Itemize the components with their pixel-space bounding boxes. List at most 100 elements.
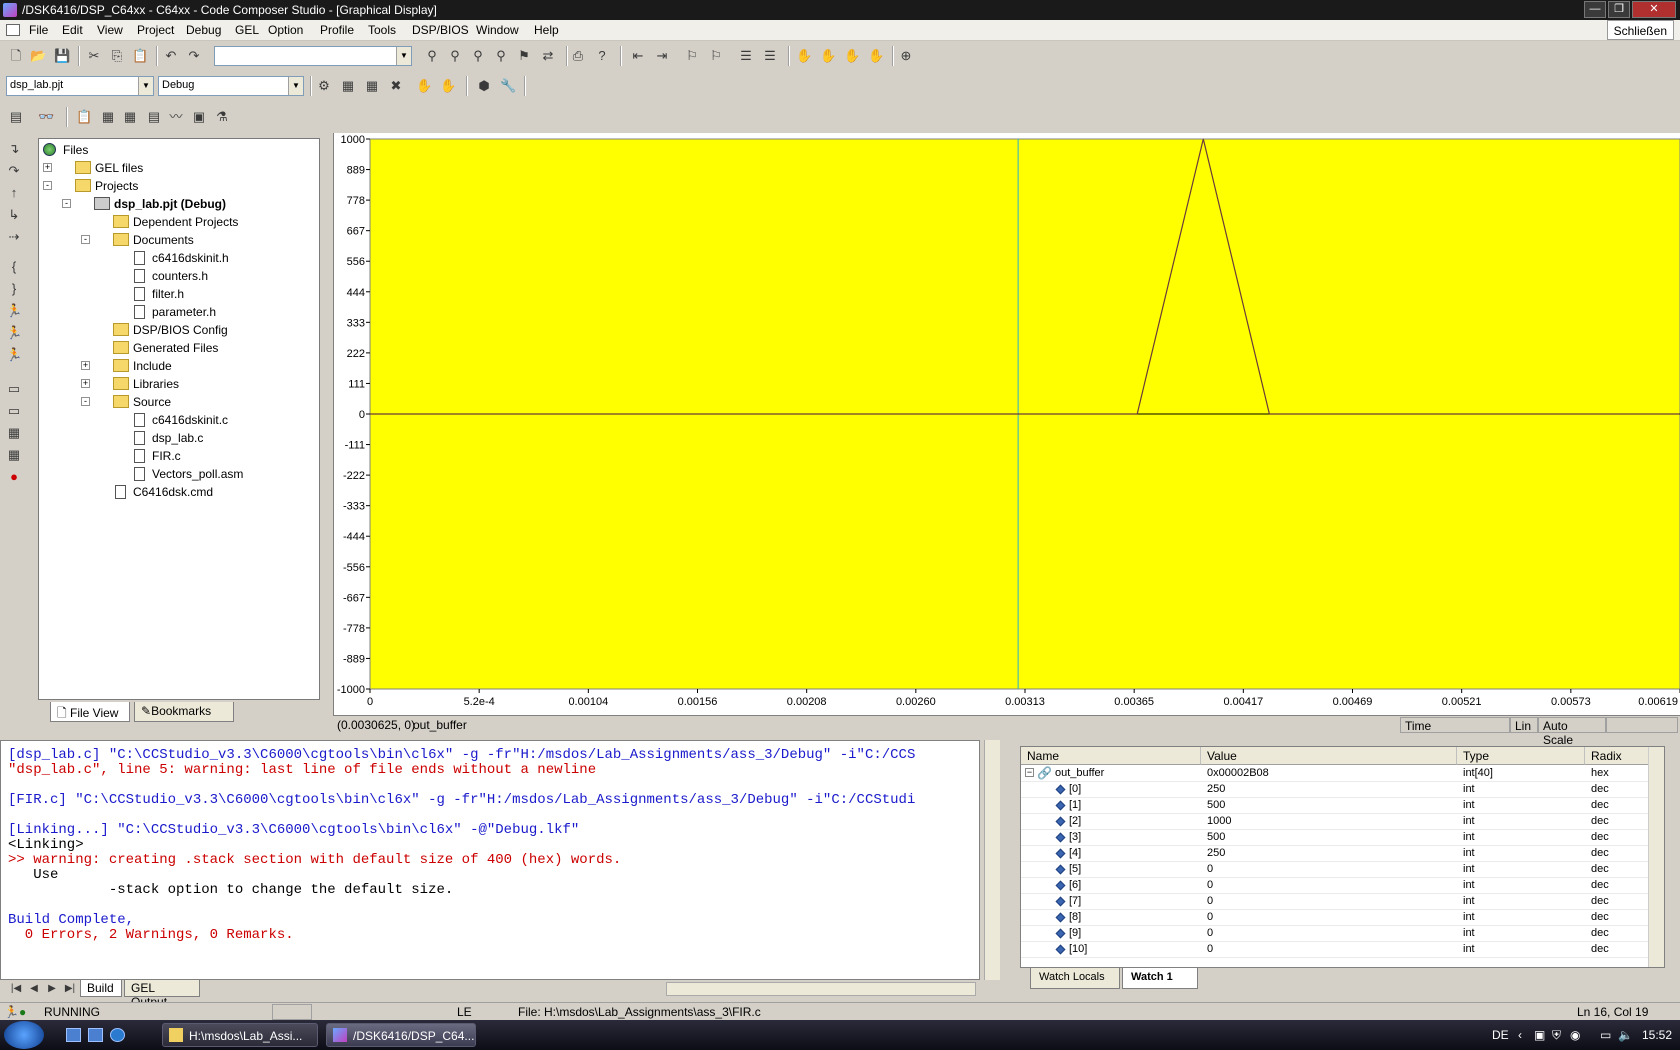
project-combo[interactable]: dsp_lab.pjt ▼ [6, 76, 154, 96]
menu-help[interactable]: Help [534, 23, 559, 37]
next-tab-icon[interactable]: ▶ [48, 983, 56, 994]
tab-watch-locals[interactable]: Watch Locals [1030, 968, 1120, 989]
step-into-icon[interactable]: ↴ [8, 141, 20, 156]
menu-gel[interactable]: GEL [235, 23, 260, 37]
disassembly-icon[interactable]: ▤ [147, 109, 161, 124]
graph-canvas[interactable]: 1000 889 778 667 556 444 333 222 111 0 -111 -222 -33… [334, 133, 1680, 715]
language-indicator[interactable]: DE [1492, 1028, 1509, 1042]
switch-windows-icon[interactable] [88, 1028, 103, 1042]
image-icon[interactable]: ▣ [192, 109, 206, 124]
build-output[interactable]: [dsp_lab.c] "C:\CCStudio_v3.3\C6000\cgto… [0, 740, 980, 980]
menu-debug[interactable]: Debug [186, 23, 222, 37]
remove-all-breakpoints-icon[interactable]: ✋ [440, 78, 457, 93]
watch-value[interactable]: 0x00002B08 [1207, 767, 1269, 779]
halt-icon[interactable]: ✋ [416, 78, 433, 93]
watch-row[interactable]: − 🔗 out_buffer 0x00002B08 int[40] hex [1021, 766, 1649, 782]
memory-icon[interactable]: ▦ [101, 109, 115, 124]
tray-display-icon[interactable]: ▭ [1600, 1028, 1612, 1042]
watch-radix[interactable]: dec [1591, 815, 1609, 827]
minimize-icon[interactable]: — [1584, 1, 1606, 18]
menu-dspbios[interactable]: DSP/BIOS [412, 23, 469, 37]
close-icon[interactable]: ✕ [1632, 1, 1676, 18]
print-icon[interactable]: ⎙ [572, 48, 584, 63]
column-header-value[interactable]: Value [1201, 747, 1457, 765]
menu-file[interactable]: File [29, 23, 49, 37]
configuration-combo[interactable]: Debug ▼ [158, 76, 304, 96]
replace-icon[interactable]: ⇄ [542, 48, 554, 63]
watch-radix[interactable]: hex [1591, 767, 1609, 779]
profile-icon[interactable]: ⬢ [478, 78, 490, 93]
tray-network-icon[interactable]: ▣ [1534, 1028, 1546, 1042]
restore-icon[interactable]: ❐ [1608, 1, 1630, 18]
menu-window[interactable]: Window [476, 23, 519, 37]
watch-row[interactable]: [8] 0 int dec [1021, 910, 1649, 926]
find-in-files-icon[interactable]: ⚲ [496, 48, 506, 63]
step-over-icon[interactable]: ↷ [8, 163, 20, 178]
watch-radix[interactable]: dec [1591, 895, 1609, 907]
watch-radix[interactable]: dec [1591, 847, 1609, 859]
watch-value[interactable]: 500 [1207, 799, 1226, 811]
watch-row[interactable]: [3] 500 int dec [1021, 830, 1649, 846]
watch-radix[interactable]: dec [1591, 831, 1609, 843]
help-icon[interactable]: ? [598, 48, 606, 63]
menu-profile[interactable]: Profile [320, 23, 355, 37]
watch-row[interactable]: [0] 250 int dec [1021, 782, 1649, 798]
tab-build[interactable]: Build [80, 980, 122, 997]
graph-icon[interactable]: 〰 [169, 109, 183, 124]
watch-window-icon[interactable]: 👓 [38, 109, 55, 124]
menu-view[interactable]: View [97, 23, 123, 37]
collapse-icon[interactable]: - [81, 397, 90, 406]
watch-row[interactable]: [1] 500 int dec [1021, 798, 1649, 814]
remove-breakpoint-icon[interactable]: ✋ [820, 48, 837, 63]
watch-row[interactable]: [6] 0 int dec [1021, 878, 1649, 894]
watch-radix[interactable]: dec [1591, 783, 1609, 795]
copy-icon[interactable]: ⎘ [111, 48, 123, 63]
watch-value[interactable]: 250 [1207, 783, 1226, 795]
collapse-icon[interactable]: − [1025, 767, 1034, 777]
align-left-icon[interactable]: ☰ [740, 48, 752, 63]
column-header-radix[interactable]: Radix [1585, 747, 1649, 765]
register-window-icon[interactable]: ▤ [9, 109, 23, 124]
expand-icon[interactable]: + [81, 378, 90, 388]
collapse-icon[interactable]: - [81, 235, 90, 244]
outdent-icon[interactable]: ⇥ [656, 48, 668, 63]
prev-tab-icon[interactable]: ◀ [30, 983, 38, 994]
last-tab-icon[interactable]: ▶| [64, 983, 76, 994]
breakpoint-icon[interactable]: ✋ [796, 48, 813, 63]
watch-value[interactable]: 0 [1207, 895, 1214, 907]
probe-icon[interactable]: ⚗ [216, 109, 228, 124]
tray-update-icon[interactable]: ◉ [1570, 1028, 1581, 1042]
tray-volume-icon[interactable]: 🔈 [1618, 1028, 1633, 1042]
chevron-down-icon[interactable]: ▼ [396, 47, 411, 65]
watch-row[interactable]: [7] 0 int dec [1021, 894, 1649, 910]
document-icon[interactable] [6, 24, 20, 36]
align-right-icon[interactable]: ☰ [764, 48, 776, 63]
output-hscrollbar[interactable] [666, 982, 976, 996]
asm-step-into-icon[interactable]: { [11, 259, 17, 274]
windows-start-icon[interactable] [4, 1021, 44, 1049]
watch-radix[interactable]: dec [1591, 911, 1609, 923]
column-header-name[interactable]: Name [1021, 747, 1201, 765]
show-desktop-icon[interactable] [66, 1028, 81, 1042]
undo-icon[interactable]: ↶ [165, 48, 177, 63]
incremental-build-icon[interactable]: ▦ [341, 78, 355, 93]
watch-value[interactable]: 250 [1207, 847, 1226, 859]
watch-radix[interactable]: dec [1591, 927, 1609, 939]
watch-value[interactable]: 500 [1207, 831, 1226, 843]
paste-icon[interactable]: 📋 [132, 48, 149, 63]
compile-icon[interactable]: ⚙ [318, 78, 330, 93]
first-tab-icon[interactable]: |◀ [10, 983, 22, 994]
tool-icon[interactable]: 🔧 [500, 78, 517, 93]
indent-icon[interactable]: ⇤ [632, 48, 644, 63]
redo-icon[interactable]: ↷ [188, 48, 200, 63]
menu-tools[interactable]: Tools [368, 23, 397, 37]
cut-icon[interactable]: ✂ [88, 48, 100, 63]
save-icon[interactable]: 💾 [54, 48, 71, 63]
view-disasm-icon[interactable]: ▦ [7, 447, 21, 462]
watch-row[interactable]: [2] 1000 int dec [1021, 814, 1649, 830]
record-icon[interactable]: ● [10, 469, 18, 484]
watch-radix[interactable]: dec [1591, 863, 1609, 875]
registers-icon[interactable]: ▦ [123, 109, 137, 124]
menu-edit[interactable]: Edit [62, 23, 83, 37]
graphical-display[interactable]: 1000 889 778 667 556 444 333 222 111 0 -111 -222 -33… [333, 133, 1680, 733]
